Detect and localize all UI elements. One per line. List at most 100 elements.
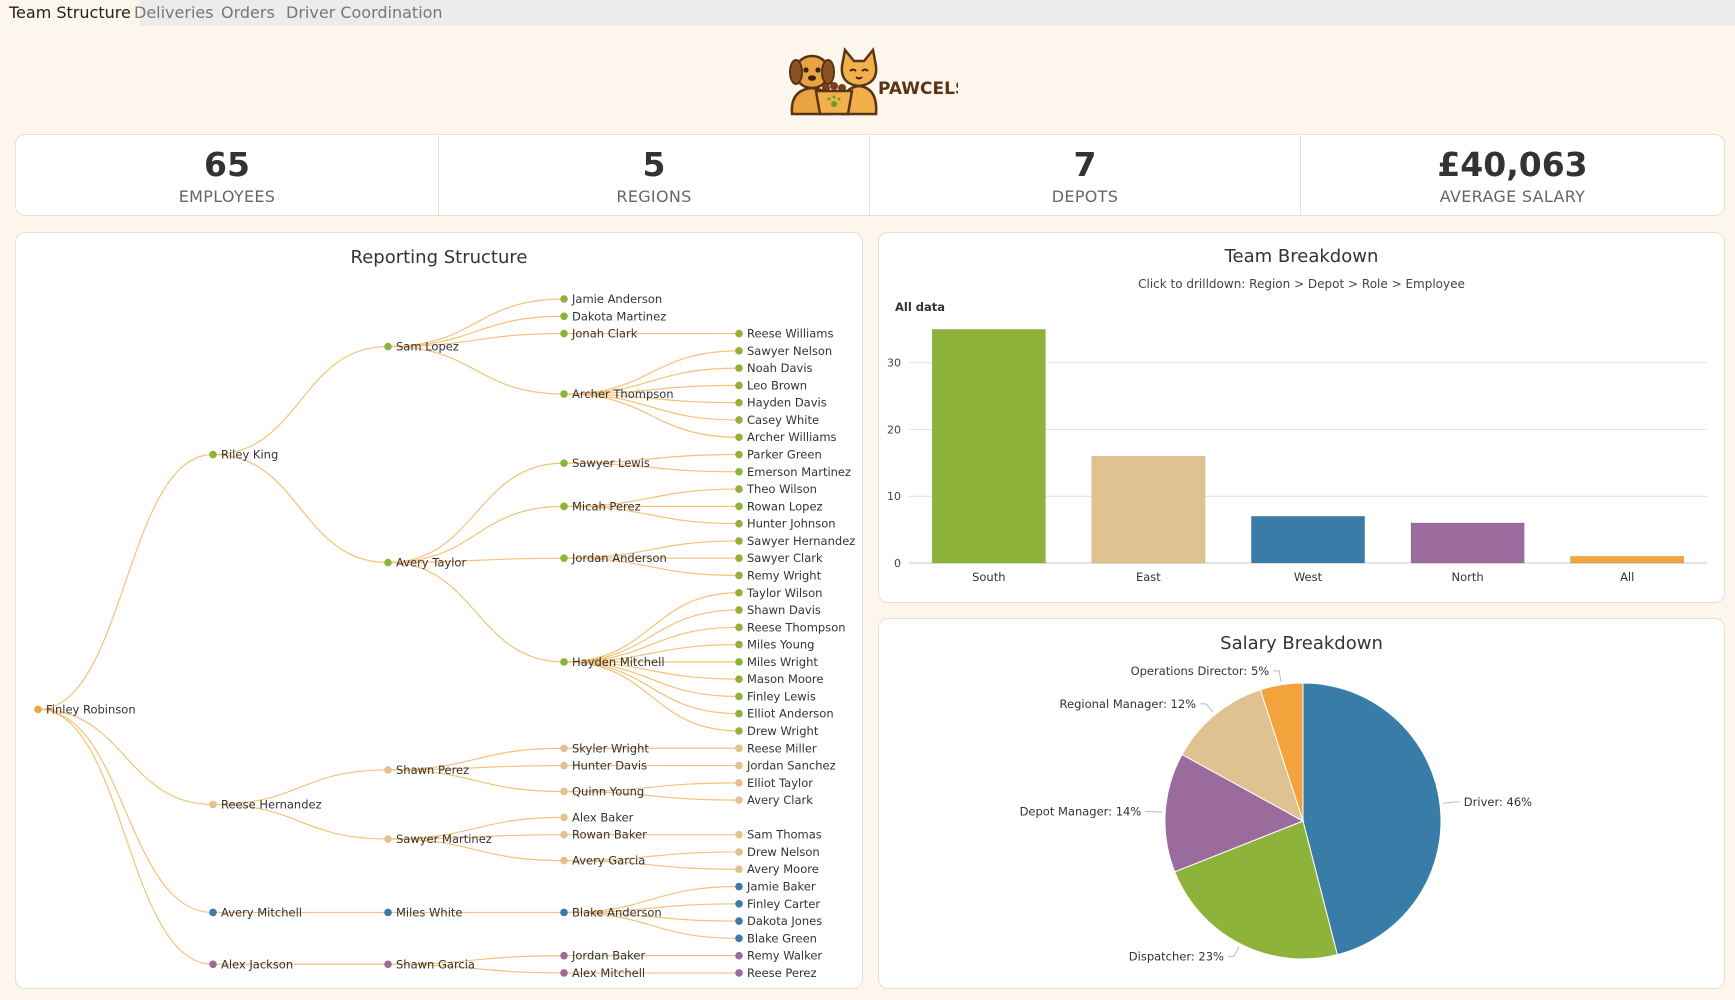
- tree-node-avery-mitchell[interactable]: Avery Mitchell: [209, 905, 302, 919]
- tree-node-avery-moore[interactable]: Avery Moore: [735, 862, 819, 876]
- tree-node-jordan-baker[interactable]: Jordan Baker: [560, 949, 646, 963]
- tree-node-jamie-anderson[interactable]: Jamie Anderson: [560, 292, 662, 306]
- tree-node-miles-wright[interactable]: Miles Wright: [735, 655, 818, 669]
- tree-node-quinn-young[interactable]: Quinn Young: [560, 784, 644, 798]
- tree-node-avery-garcia[interactable]: Avery Garcia: [560, 854, 645, 868]
- tree-node-theo-wilson[interactable]: Theo Wilson: [735, 482, 817, 496]
- tree-node-reese-hernandez[interactable]: Reese Hernandez: [209, 797, 322, 811]
- tree-node-emerson-martinez[interactable]: Emerson Martinez: [735, 465, 851, 479]
- bar-all[interactable]: [1570, 556, 1685, 564]
- tree-link: [563, 911, 740, 939]
- tree-node-jonah-clark[interactable]: Jonah Clark: [560, 327, 638, 341]
- tree-node-sawyer-hernandez[interactable]: Sawyer Hernandez: [735, 534, 855, 548]
- pie-slice-dispatcher[interactable]: [1174, 820, 1338, 960]
- tab-deliveries[interactable]: Deliveries: [134, 3, 214, 22]
- tab-orders[interactable]: Orders: [221, 3, 275, 22]
- tree-node-jordan-anderson[interactable]: Jordan Anderson: [560, 551, 667, 565]
- tree-node-finley-robinson[interactable]: Finley Robinson: [34, 702, 136, 716]
- tree-node-label: Emerson Martinez: [747, 465, 851, 479]
- tree-node-reese-williams[interactable]: Reese Williams: [735, 327, 834, 341]
- tree-node-drew-nelson[interactable]: Drew Nelson: [735, 845, 820, 859]
- tab-driver-coordination[interactable]: Driver Coordination: [286, 3, 443, 22]
- tree-node-sawyer-martinez[interactable]: Sawyer Martinez: [384, 832, 492, 846]
- tree-node-alex-baker[interactable]: Alex Baker: [560, 810, 634, 824]
- tree-node-reese-miller[interactable]: Reese Miller: [735, 741, 817, 755]
- tree-link: [563, 661, 740, 698]
- pie-leader-line: [1227, 946, 1240, 957]
- tree-node-noah-davis[interactable]: Noah Davis: [735, 361, 813, 375]
- tree-node-finley-carter[interactable]: Finley Carter: [735, 897, 820, 911]
- tree-node-jamie-baker[interactable]: Jamie Baker: [735, 880, 816, 894]
- tree-node-leo-brown[interactable]: Leo Brown: [735, 378, 807, 392]
- tree-node-miles-white[interactable]: Miles White: [384, 905, 462, 919]
- tree-node-blake-green[interactable]: Blake Green: [735, 931, 817, 945]
- pie-slice-regional-manager[interactable]: [1181, 689, 1304, 823]
- tree-node-sam-lopez[interactable]: Sam Lopez: [384, 340, 459, 354]
- tree-node-sawyer-lewis[interactable]: Sawyer Lewis: [560, 456, 650, 470]
- pie-slice-depot-manager[interactable]: [1164, 753, 1305, 873]
- tab-team-structure[interactable]: Team Structure: [0, 0, 140, 26]
- bar-west[interactable]: [1251, 515, 1365, 564]
- tree-node-parker-green[interactable]: Parker Green: [735, 448, 822, 462]
- tree-node-skyler-wright[interactable]: Skyler Wright: [560, 741, 649, 755]
- tree-node-drew-wright[interactable]: Drew Wright: [735, 724, 819, 738]
- pie-label: Operations Director: 5%: [1131, 664, 1270, 678]
- tree-link: [37, 708, 214, 806]
- tree-node-hayden-davis[interactable]: Hayden Davis: [735, 396, 827, 410]
- tree-node-archer-williams[interactable]: Archer Williams: [735, 430, 837, 444]
- tree-node-dot: [560, 744, 568, 753]
- tree-node-dakota-martinez[interactable]: Dakota Martinez: [560, 309, 666, 323]
- tree-node-hayden-mitchell[interactable]: Hayden Mitchell: [560, 655, 665, 669]
- tree-node-reese-thompson[interactable]: Reese Thompson: [735, 620, 846, 634]
- tree-node-sawyer-clark[interactable]: Sawyer Clark: [735, 551, 823, 565]
- tree-node-alex-mitchell[interactable]: Alex Mitchell: [560, 966, 645, 980]
- tree-node-elliot-taylor[interactable]: Elliot Taylor: [735, 776, 813, 790]
- tree-node-archer-thompson[interactable]: Archer Thompson: [560, 387, 674, 401]
- tree-node-micah-perez[interactable]: Micah Perez: [560, 499, 641, 513]
- bar-north[interactable]: [1410, 522, 1525, 564]
- tree-node-blake-anderson[interactable]: Blake Anderson: [560, 905, 662, 919]
- pie-slice-operations-director[interactable]: [1259, 682, 1304, 822]
- tree-node-rowan-baker[interactable]: Rowan Baker: [560, 828, 647, 842]
- tree-node-label: Avery Clark: [747, 793, 813, 807]
- tree-node-sawyer-nelson[interactable]: Sawyer Nelson: [735, 344, 832, 358]
- tree-node-dakota-jones[interactable]: Dakota Jones: [735, 914, 822, 928]
- tree-link: [387, 955, 565, 965]
- drilldown-hint: Click to drilldown: Region > Depot > Rol…: [1138, 277, 1465, 291]
- tree-node-taylor-wilson[interactable]: Taylor Wilson: [735, 586, 822, 600]
- tree-node-remy-wright[interactable]: Remy Wright: [735, 568, 822, 582]
- tree-node-elliot-anderson[interactable]: Elliot Anderson: [735, 707, 834, 721]
- tree-node-sam-thomas[interactable]: Sam Thomas: [735, 828, 822, 842]
- tree-node-finley-lewis[interactable]: Finley Lewis: [735, 689, 816, 703]
- tree-node-rowan-lopez[interactable]: Rowan Lopez: [735, 499, 823, 513]
- tree-node-shawn-davis[interactable]: Shawn Davis: [735, 603, 821, 617]
- tree-node-dot: [735, 554, 743, 562]
- tree-node-avery-clark[interactable]: Avery Clark: [735, 793, 813, 807]
- tree-link: [563, 393, 740, 438]
- tree-node-label: Finley Carter: [747, 897, 820, 911]
- bar-south[interactable]: [931, 329, 1046, 564]
- tree-node-dot: [735, 606, 743, 614]
- tree-node-label: Blake Anderson: [572, 905, 662, 919]
- tree-node-mason-moore[interactable]: Mason Moore: [735, 672, 824, 686]
- tree-node-avery-taylor[interactable]: Avery Taylor: [384, 556, 466, 570]
- pie-leader-line: [1442, 801, 1460, 804]
- tree-node-riley-king[interactable]: Riley King: [209, 448, 278, 462]
- tree-node-jordan-sanchez[interactable]: Jordan Sanchez: [735, 759, 836, 773]
- tree-node-hunter-johnson[interactable]: Hunter Johnson: [735, 517, 836, 531]
- tree-node-alex-jackson[interactable]: Alex Jackson: [209, 957, 293, 971]
- tree-node-casey-white[interactable]: Casey White: [735, 413, 819, 427]
- tree-node-label: Shawn Davis: [747, 603, 821, 617]
- drilldown-breadcrumb[interactable]: All data: [895, 300, 945, 314]
- tree-node-label: Taylor Wilson: [746, 586, 822, 600]
- pie-slice-driver[interactable]: [1302, 682, 1442, 956]
- tree-node-shawn-garcia[interactable]: Shawn Garcia: [384, 957, 475, 971]
- bar-east[interactable]: [1091, 455, 1206, 564]
- tree-node-reese-perez[interactable]: Reese Perez: [735, 966, 817, 980]
- tree-node-hunter-davis[interactable]: Hunter Davis: [560, 759, 647, 773]
- tree-link: [563, 911, 740, 922]
- tree-node-miles-young[interactable]: Miles Young: [735, 638, 814, 652]
- tree-node-dot: [735, 416, 743, 424]
- tree-node-remy-walker[interactable]: Remy Walker: [735, 949, 822, 963]
- tree-node-shawn-perez[interactable]: Shawn Perez: [384, 763, 469, 777]
